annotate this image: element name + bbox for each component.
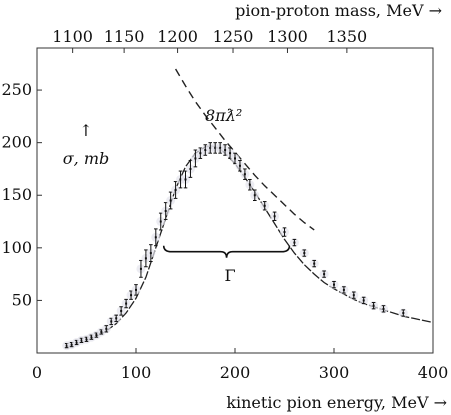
y-tick-label: 50: [12, 290, 32, 309]
data-point: [398, 308, 408, 318]
x-axis-title: kinetic pion energy, MeV →: [226, 393, 447, 412]
data-point: [339, 285, 349, 295]
x-tick-label: 100: [121, 363, 152, 382]
x-tick-label: 400: [418, 363, 449, 382]
data-point: [260, 201, 270, 211]
data-point: [166, 191, 176, 210]
x-tick-label: 200: [220, 363, 251, 382]
data-point: [329, 280, 339, 290]
data-point: [309, 259, 319, 269]
data-point: [250, 189, 260, 201]
axis-ticks: 0 100 200 300 400 50 100 150 200 250 1100 1150 1200 1…: [1, 27, 448, 382]
data-point: [185, 160, 195, 178]
y-tick-label: 150: [1, 185, 32, 204]
data-point: [131, 284, 141, 296]
top-tick-label: 1250: [213, 27, 254, 46]
data-point: [270, 211, 280, 221]
width-brace: [162, 245, 291, 258]
data-point: [349, 290, 359, 300]
data-point: [116, 306, 126, 316]
data-point: [181, 170, 190, 189]
unitarity-curve-layer: [174, 68, 315, 231]
top-tick-label: 1150: [104, 27, 145, 46]
top-tick-label: 1300: [267, 27, 308, 46]
data-point: [111, 313, 121, 323]
width-brace-layer: [162, 245, 291, 258]
top-axis-title: pion-proton mass, MeV →: [235, 1, 442, 20]
data-point: [121, 298, 131, 309]
y-axis-title: σ, mb: [63, 149, 110, 168]
y-tick-label: 250: [1, 80, 32, 99]
y-tick-label: 100: [1, 238, 32, 257]
x-tick-label: 300: [319, 363, 350, 382]
data-point: [245, 178, 255, 191]
data-point: [299, 248, 309, 258]
data-point: [359, 295, 369, 305]
data-point: [101, 324, 111, 334]
unitarity-curve: [174, 68, 315, 231]
data-point: [369, 301, 379, 311]
data-points-layer: [62, 142, 408, 351]
y-tick-label: 200: [1, 133, 32, 152]
y-axis-arrow: ↑: [79, 121, 92, 140]
data-point: [151, 228, 161, 247]
data-point: [235, 160, 245, 172]
data-point: [136, 259, 146, 278]
unitarity-label: 8πƛ²: [205, 106, 242, 125]
data-point: [146, 244, 156, 262]
data-point: [171, 181, 181, 199]
data-point: [156, 212, 166, 231]
data-point: [161, 202, 171, 220]
data-point: [280, 227, 289, 237]
data-point: [240, 168, 250, 180]
data-point: [379, 304, 388, 314]
data-point: [319, 269, 329, 279]
top-tick-label: 1100: [52, 27, 93, 46]
top-tick-label: 1350: [327, 27, 368, 46]
x-tick-label: 0: [32, 363, 42, 382]
top-tick-label: 1200: [157, 27, 198, 46]
width-label: Γ: [224, 266, 235, 285]
data-point: [289, 238, 299, 248]
